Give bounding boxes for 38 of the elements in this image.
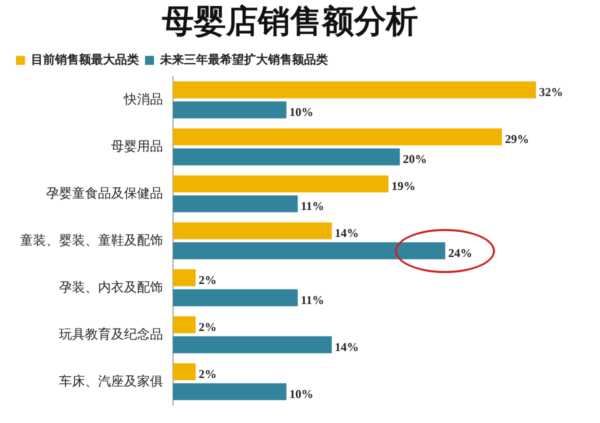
data-label: 29% (504, 132, 529, 146)
y-tick-label: 母婴用品 (111, 138, 163, 154)
data-label: 14% (334, 340, 359, 354)
bar (173, 195, 298, 212)
bar (173, 128, 502, 146)
bar (173, 222, 332, 240)
y-tick-label: 孕婴童食品及保健品 (46, 185, 163, 200)
bar (173, 289, 298, 306)
bar (173, 269, 196, 286)
bar (173, 148, 400, 166)
data-label: 20% (402, 152, 427, 166)
data-label: 32% (538, 85, 563, 99)
data-label: 2% (198, 320, 217, 334)
y-tick-label: 童装、婴装、童鞋及配饰 (20, 232, 163, 248)
y-tick-label: 孕装、内衣及配饰 (59, 279, 163, 294)
data-label: 24% (448, 246, 472, 260)
bar (173, 383, 286, 400)
bar (173, 336, 332, 354)
y-tick-label: 玩具教育及纪念品 (59, 326, 163, 342)
bar (173, 242, 446, 260)
data-label: 11% (300, 292, 324, 307)
data-label: 19% (392, 178, 416, 193)
bar (173, 81, 536, 98)
bar (173, 175, 389, 192)
data-label: 2% (198, 366, 217, 381)
legend-label: 目前销售额最大品类 (31, 52, 139, 67)
data-label: 2% (198, 272, 217, 287)
data-label: 10% (289, 104, 314, 119)
bar (173, 316, 196, 334)
bar (173, 101, 286, 118)
data-label: 14% (334, 226, 359, 240)
y-tick-label: 快消品 (123, 91, 163, 106)
data-label: 10% (289, 386, 314, 401)
y-tick-label: 车床、汽座及家俱 (59, 373, 163, 388)
chart-title: 母婴店销售额分析 (161, 3, 418, 40)
legend-label: 未来三年最希望扩大销售额品类 (159, 52, 328, 67)
bar (173, 363, 196, 380)
data-label: 11% (300, 198, 324, 213)
